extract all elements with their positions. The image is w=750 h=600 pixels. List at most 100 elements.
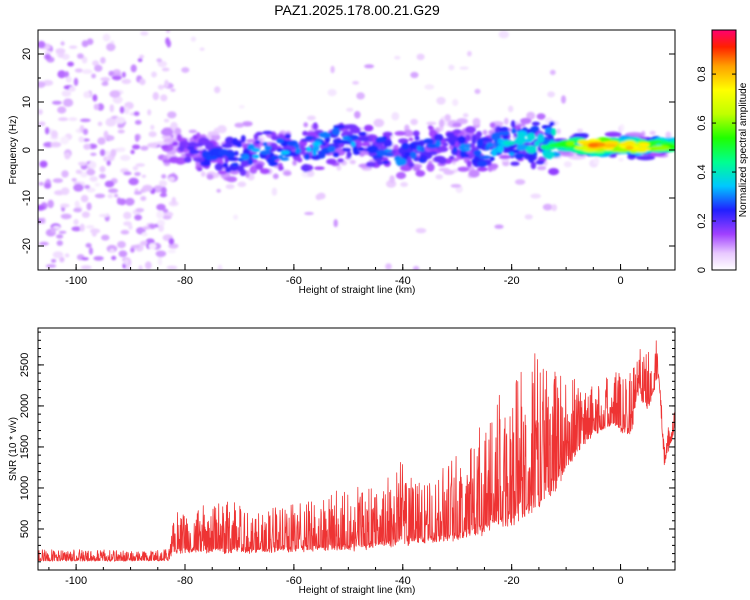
- heat-cell: [141, 174, 146, 178]
- heat-cell: [636, 155, 655, 161]
- heat-cell: [509, 152, 514, 157]
- heat-cell: [125, 197, 135, 206]
- heat-cell: [73, 183, 84, 192]
- heat-cell: [214, 86, 221, 94]
- heat-cell: [217, 170, 227, 175]
- heat-cell: [140, 145, 149, 151]
- heat-cell: [108, 188, 119, 193]
- heat-cell: [38, 204, 46, 211]
- heat-cell: [161, 174, 167, 179]
- heat-cell: [39, 160, 48, 168]
- heat-cell: [98, 213, 110, 218]
- heat-cell: [489, 156, 495, 162]
- heat-cell: [71, 178, 77, 182]
- heat-cell: [401, 142, 410, 150]
- heat-cell: [178, 145, 185, 152]
- heat-cell: [415, 170, 426, 177]
- heat-cell: [56, 234, 64, 239]
- heat-cell: [145, 238, 155, 245]
- heat-cell: [510, 120, 516, 128]
- heat-cell: [476, 138, 484, 147]
- spectrogram-marks: [38, 30, 675, 270]
- heat-cell: [649, 130, 656, 135]
- heat-cell: [99, 149, 106, 157]
- heat-cell: [385, 263, 392, 270]
- x-tick-label: 0: [617, 275, 623, 287]
- heat-cell: [186, 146, 195, 151]
- heat-cell: [83, 91, 91, 99]
- y-tick-label: 10: [21, 96, 33, 108]
- heat-cell: [81, 257, 89, 261]
- heat-cell: [482, 129, 488, 136]
- heat-cell: [100, 77, 111, 82]
- heat-cell: [620, 124, 625, 132]
- heat-cell: [409, 142, 416, 149]
- heat-cell: [57, 106, 67, 114]
- heat-cell: [535, 160, 545, 165]
- heat-cell: [45, 264, 57, 268]
- heat-cell: [517, 132, 526, 138]
- heat-cell: [307, 115, 316, 121]
- heat-cell: [305, 135, 314, 140]
- heat-cell: [467, 51, 472, 57]
- heat-cell: [312, 122, 318, 130]
- heat-cell: [38, 81, 46, 88]
- heat-cell: [498, 126, 509, 132]
- heat-cell: [73, 219, 79, 226]
- heat-cell: [151, 71, 157, 78]
- heat-cell: [209, 133, 221, 141]
- heat-cell: [357, 147, 365, 152]
- x-tick-label: -60: [286, 575, 302, 587]
- heat-cell: [225, 166, 232, 173]
- heat-cell: [511, 127, 517, 134]
- heat-cell: [376, 160, 384, 166]
- heat-cell: [88, 247, 93, 255]
- heat-cell: [158, 224, 165, 232]
- heat-cell: [459, 66, 469, 70]
- heat-cell: [192, 134, 198, 140]
- heat-cell: [499, 154, 511, 160]
- heat-cell: [50, 227, 56, 234]
- heat-cell: [153, 185, 164, 193]
- heat-cell: [44, 50, 52, 55]
- heat-cell: [176, 134, 182, 142]
- heat-cell: [82, 128, 89, 135]
- colorbar-tick-label: 0.2: [696, 213, 708, 228]
- heat-cell: [508, 105, 514, 113]
- x-tick-label: -40: [395, 575, 411, 587]
- heat-cell: [158, 180, 167, 187]
- heat-cell: [520, 117, 532, 125]
- heat-cell: [93, 103, 100, 111]
- heat-cell: [123, 171, 132, 176]
- heat-cell: [412, 166, 421, 172]
- heat-cell: [549, 69, 556, 75]
- heat-cell: [352, 81, 359, 85]
- heat-cell: [128, 224, 133, 230]
- heat-cell: [336, 165, 342, 171]
- colorbar-gradient: [712, 30, 736, 270]
- heat-cell: [133, 111, 140, 116]
- heat-cell: [101, 81, 109, 87]
- heat-cell: [382, 131, 393, 137]
- heat-cell: [459, 151, 466, 159]
- snr-ticks: -100 -80 -60 -40 -20 0 500 1000 1500 2000 2500: [19, 331, 676, 587]
- heat-cell: [123, 258, 129, 266]
- colorbar-tick-label: 0: [696, 267, 708, 273]
- heat-cell: [551, 204, 557, 212]
- heat-cell: [130, 244, 141, 249]
- heat-cell: [52, 100, 62, 105]
- heat-cell: [84, 184, 91, 189]
- heat-cell: [52, 251, 64, 259]
- heat-cell: [613, 148, 629, 153]
- y-tick-label: 1000: [19, 476, 31, 500]
- heat-cell: [394, 55, 401, 60]
- heat-cell: [264, 145, 272, 151]
- heat-cell: [109, 104, 115, 113]
- heat-cell: [526, 111, 536, 120]
- heat-cell: [168, 176, 175, 182]
- heat-cell: [410, 151, 417, 159]
- heat-cell: [128, 177, 139, 186]
- heat-cell: [231, 162, 239, 167]
- heat-cell: [165, 37, 170, 46]
